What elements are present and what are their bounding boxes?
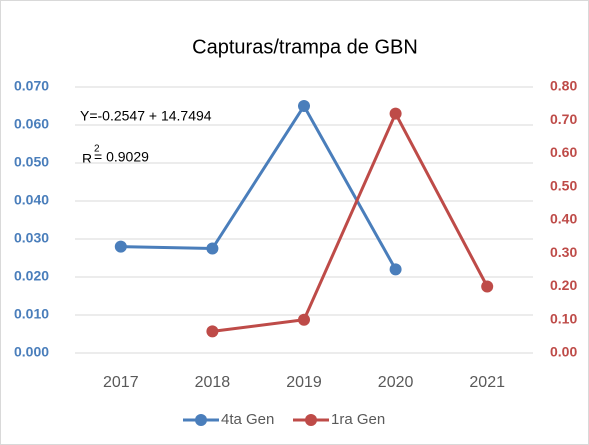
data-point xyxy=(481,280,494,293)
annotation: R xyxy=(82,151,92,167)
y2-tick-label: 0.60 xyxy=(550,144,577,160)
legend-marker xyxy=(195,414,207,426)
y-tick-label: 0.070 xyxy=(14,78,49,94)
x-tick-label: 2018 xyxy=(195,374,231,391)
data-point xyxy=(389,107,402,120)
data-point xyxy=(114,240,127,253)
data-point xyxy=(298,313,310,326)
x-tick-label: 2019 xyxy=(286,374,322,391)
y2-tick-label: 0.70 xyxy=(550,111,577,127)
y2-tick-label: 0.20 xyxy=(550,277,577,293)
y2-tick-label: 0.30 xyxy=(550,244,577,260)
series-line xyxy=(212,110,489,333)
x-tick-label: 2017 xyxy=(103,374,139,391)
y2-tick-label: 0.00 xyxy=(550,344,577,360)
y-tick-label: 0.030 xyxy=(14,230,49,246)
y2-tick-label: 0.80 xyxy=(550,78,577,94)
annotation: = 0.9029 xyxy=(94,149,149,165)
data-point xyxy=(206,242,219,255)
chart-title: Capturas/trampa de GBN xyxy=(192,36,418,58)
legend-marker xyxy=(305,414,317,426)
y2-tick-label: 0.40 xyxy=(550,211,577,227)
series-line xyxy=(120,103,397,271)
y2-tick-label: 0.50 xyxy=(550,177,577,193)
y2-tick-label: 0.10 xyxy=(550,310,577,326)
y-tick-label: 0.050 xyxy=(14,154,49,170)
y-tick-label: 0.000 xyxy=(14,344,49,360)
data-point xyxy=(298,100,310,112)
data-point xyxy=(206,325,219,338)
annotation: Y=-0.2547 + 14.7494 xyxy=(80,108,212,124)
y-tick-label: 0.060 xyxy=(14,116,49,132)
x-tick-label: 2021 xyxy=(469,374,505,391)
y-tick-label: 0.010 xyxy=(14,306,49,322)
y-tick-label: 0.020 xyxy=(14,268,49,284)
legend-label: 4ta Gen xyxy=(221,411,274,428)
legend-label: 1ra Gen xyxy=(331,411,385,428)
x-tick-label: 2020 xyxy=(378,374,414,391)
y-tick-label: 0.040 xyxy=(14,192,49,208)
data-point xyxy=(389,263,402,276)
annotation: 2 xyxy=(94,144,100,155)
